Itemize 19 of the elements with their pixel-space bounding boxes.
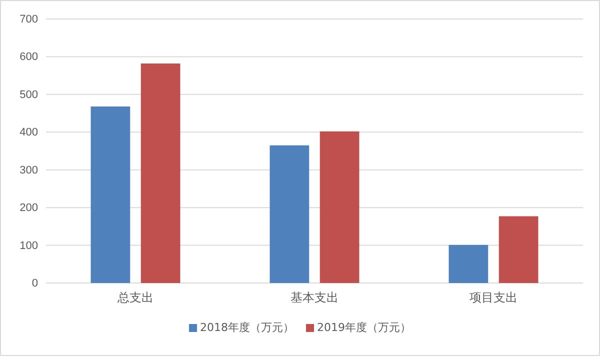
- x-tick-label: 项目支出: [470, 290, 518, 305]
- y-tick-label: 700: [20, 14, 38, 26]
- bar: [140, 64, 180, 283]
- x-tick-label: 基本支出: [290, 290, 338, 305]
- bar: [448, 244, 488, 283]
- y-tick-label: 200: [20, 202, 38, 214]
- y-tick-label: 0: [32, 278, 38, 290]
- bar: [270, 145, 310, 283]
- bar: [320, 131, 360, 283]
- legend-label: 2018年度（万元）: [200, 321, 294, 334]
- x-tick-label: 总支出: [116, 290, 154, 305]
- y-tick-label: 400: [20, 126, 38, 139]
- y-tick-label: 500: [20, 88, 38, 101]
- bar: [498, 216, 538, 283]
- bar: [90, 106, 130, 283]
- y-tick-label: 100: [20, 240, 38, 252]
- y-tick-label: 600: [20, 51, 38, 64]
- y-tick-label: 300: [20, 164, 38, 176]
- legend-label: 2019年度（万元）: [317, 321, 411, 334]
